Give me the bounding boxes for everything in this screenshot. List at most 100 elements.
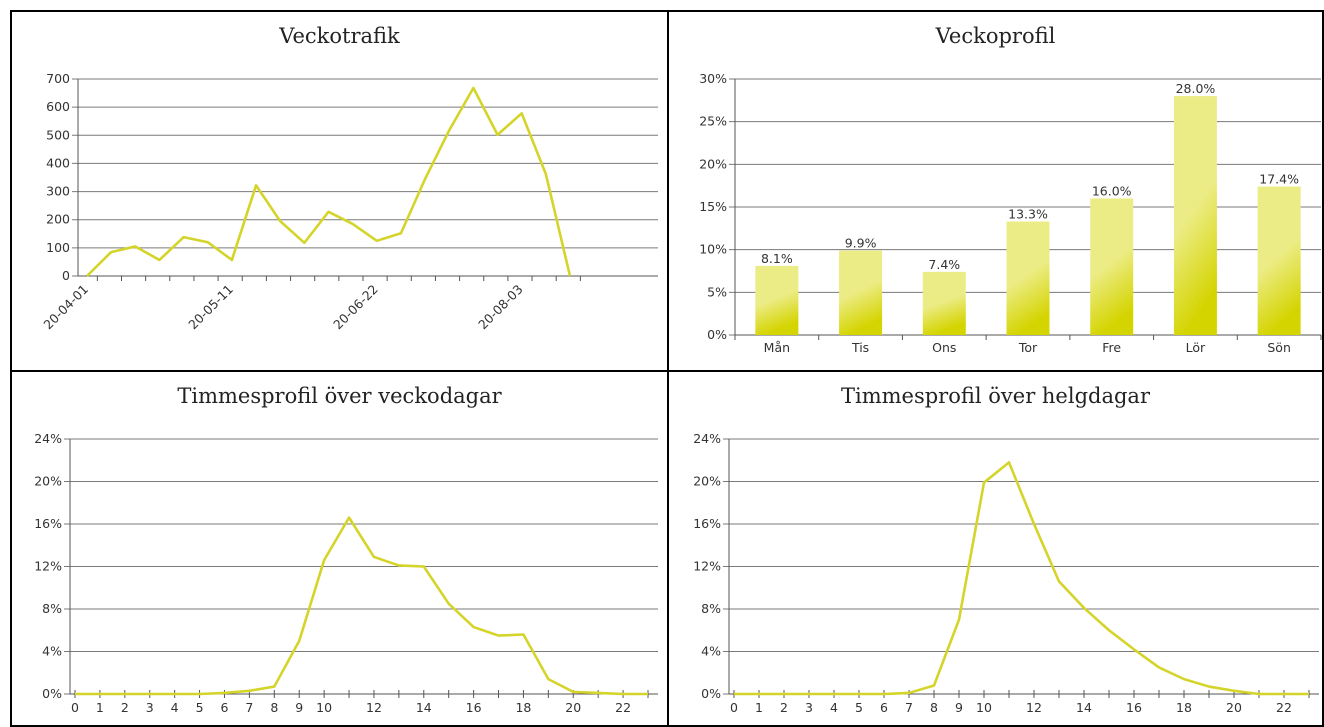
x-tick-label: 6 [221,700,229,715]
x-tick-label: 4 [171,700,179,715]
x-tick-label: 7 [905,700,913,715]
data-label: 13.3% [1008,207,1048,222]
data-label: 16.0% [1092,183,1132,198]
x-tick-label: 9 [955,700,963,715]
x-tick-label: 22 [615,700,631,715]
x-tick-label: 20-05-11 [185,282,236,333]
x-tick-label: 3 [146,700,154,715]
y-tick-label: 600 [46,99,70,114]
y-tick-label: 16% [693,516,721,531]
y-tick-label: 700 [46,71,70,86]
x-tick-label: 4 [830,700,838,715]
chart-veckotrafik: 0 100 200 300 400 500 600 700 20-04-01 20-05-11 20… [40,71,658,333]
y-tick-label: 24% [693,431,721,446]
y-tick-label: 8% [701,601,721,616]
x-tick-label: 20-06-22 [330,282,381,333]
y-tick-label: 20% [34,474,62,489]
x-tick-label: 20-08-03 [475,282,526,333]
y-tick-label: 16% [34,516,62,531]
x-tick-label: 20 [1226,700,1242,715]
panel-veckotrafik: Veckotrafik 0 100 200 300 400 500 600 700 20-04-… [10,10,669,372]
chart-title: Timmesprofil över helgdagar [840,384,1150,408]
y-tick-label: 200 [46,212,70,227]
y-tick-label: 500 [46,127,70,142]
panel-veckoprofil: Veckoprofil 0% 5% 10% 15% 20% 25% 30% 8.1% Mån 9.… [667,10,1324,372]
y-tick-label: 12% [34,559,62,574]
x-tick-label: 7 [245,700,253,715]
bar [755,265,799,335]
chart-title: Timmesprofil över veckodagar [177,384,502,408]
y-tick-label: 24% [34,431,62,446]
x-tick-label: 10 [316,700,332,715]
x-tick-label: Ons [932,340,956,355]
chart-timmesprofil-helgdagar: 0%4%8%12%16%20%24%0 1 2 3 4 5 6 7 8 9 10 12 14 16 18 20… [693,431,1319,715]
series-line [86,86,572,277]
x-tick-label: 2 [780,700,788,715]
x-tick-label: 8 [270,700,278,715]
x-tick-label: 1 [755,700,763,715]
x-tick-label: Fre [1102,340,1121,355]
bar [1257,186,1301,335]
x-tick-label: 3 [805,700,813,715]
data-label: 7.4% [928,257,960,272]
y-tick-label: 20% [693,474,721,489]
x-tick-label: 0 [71,700,79,715]
y-tick-label: 0% [42,686,62,701]
x-tick-label: 1 [96,700,104,715]
x-tick-label: 14 [416,700,432,715]
x-tick-label: Sön [1267,340,1291,355]
x-tick-label: 16 [1126,700,1142,715]
y-tick-label: 10% [699,242,727,257]
x-tick-label: 12 [1026,700,1042,715]
bar [922,271,966,335]
y-tick-label: 400 [46,155,70,170]
panel-timmesprofil-helgdagar: Timmesprofil över helgdagar 0% 4% 8% 12% 16%… [667,370,1324,727]
y-tick-label: 5% [707,284,727,299]
x-tick-label: 18 [515,700,531,715]
x-tick-label: 22 [1276,700,1292,715]
y-tick-label: 25% [699,114,727,129]
x-tick-label: Tis [851,340,869,355]
y-tick-label: 0% [707,327,727,342]
x-tick-label: 16 [466,700,482,715]
series-line [734,461,1309,696]
chart-title: Veckotrafik [279,24,400,48]
data-label: 8.1% [761,251,793,266]
y-tick-label: 12% [693,559,721,574]
bar [1006,221,1050,335]
x-tick-label: Lör [1186,340,1206,355]
bar [1173,96,1217,335]
x-tick-label: 8 [930,700,938,715]
x-tick-label: 2 [121,700,129,715]
y-tick-label: 4% [701,644,721,659]
x-tick-label: 0 [730,700,738,715]
chart-timmesprofil-veckodagar: 0%4%8%12%16%20%24%0 1 2 3 4 5 6 7 8 9 10 12 14 16 18 20… [34,431,658,715]
y-tick-label: 4% [42,644,62,659]
chart-veckoprofil: 0% 5% 10% 15% 20% 25% 30% 8.1% Mån 9.9% Tis 7.4% Ons… [699,71,1322,355]
x-tick-label: 20 [565,700,581,715]
y-tick-label: 0 [62,268,70,283]
data-label: 9.9% [845,236,877,251]
x-tick-label: 12 [366,700,382,715]
chart-title: Veckoprofil [935,24,1056,48]
y-tick-label: 15% [699,199,727,214]
x-tick-label: 9 [295,700,303,715]
panel-timmesprofil-veckodagar: Timmesprofil över veckodagar 0% 4% 8% 12% 16… [10,370,669,727]
x-tick-label: 14 [1076,700,1092,715]
x-tick-label: Tor [1018,340,1038,355]
x-tick-label: 10 [976,700,992,715]
series-line [75,516,648,696]
x-tick-label: 18 [1176,700,1192,715]
x-tick-label: 20-04-01 [40,282,91,333]
dashboard-grid: Veckotrafik 0 100 200 300 400 500 600 700 20-04-… [10,10,1324,727]
x-tick-label: 6 [880,700,888,715]
bar [1090,198,1134,335]
x-tick-label: 5 [196,700,204,715]
x-tick-label: 5 [855,700,863,715]
y-tick-label: 100 [46,240,70,255]
x-tick-label: Mån [764,340,790,355]
y-tick-label: 300 [46,184,70,199]
data-label: 28.0% [1176,81,1216,96]
bar [839,250,883,335]
y-tick-label: 8% [42,601,62,616]
